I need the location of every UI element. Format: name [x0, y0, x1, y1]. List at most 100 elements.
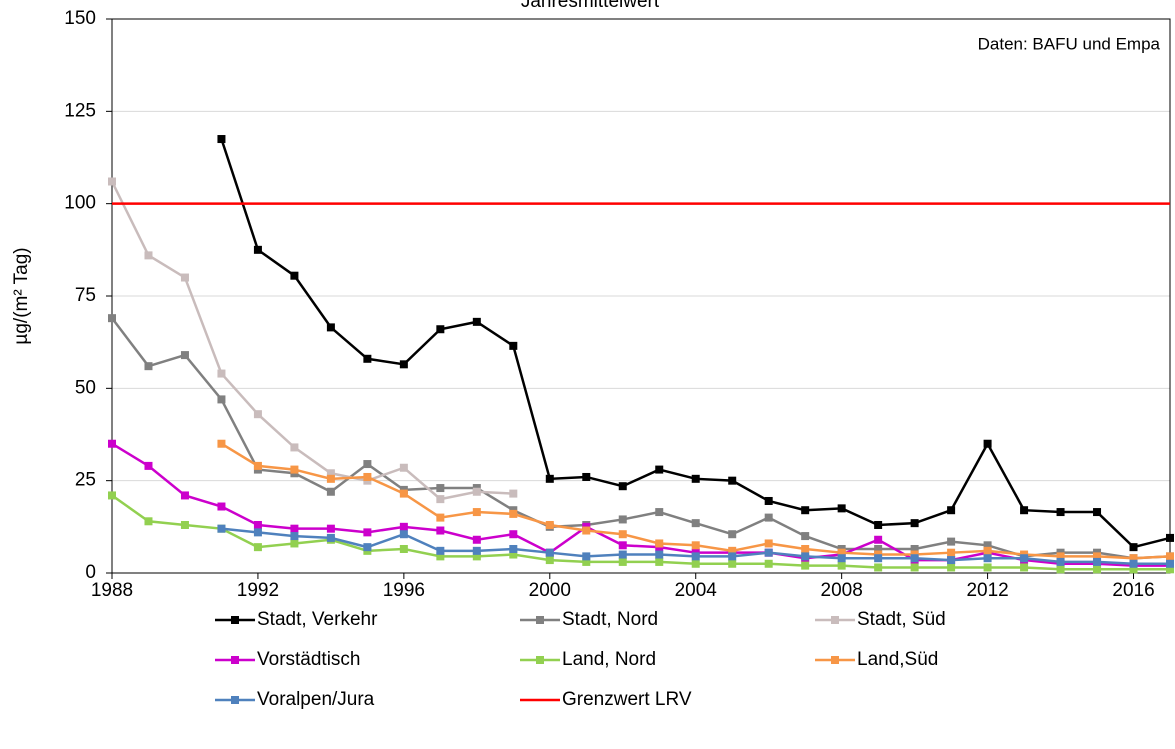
point [1093, 508, 1102, 517]
point [290, 524, 299, 533]
legend-marker [536, 656, 544, 664]
point [983, 563, 992, 572]
point [217, 369, 226, 378]
point [217, 524, 226, 533]
x-tick-label: 2004 [675, 580, 718, 601]
point [436, 552, 445, 561]
point [874, 544, 883, 553]
point [801, 506, 810, 515]
legend-label: Land, Nord [562, 649, 656, 670]
y-axis-label: µg/(m² Tag) [11, 247, 32, 344]
point [144, 251, 153, 260]
point [253, 520, 262, 529]
plot-frame [111, 18, 1171, 574]
point [1166, 559, 1174, 568]
point [545, 548, 554, 557]
point [436, 513, 445, 522]
series-line [111, 442, 1170, 567]
x-tick-label: 1996 [383, 580, 425, 601]
point [180, 520, 189, 529]
annotation: Daten: BAFU und Empa [978, 34, 1161, 53]
point [399, 463, 408, 472]
point [801, 552, 810, 561]
legend-marker [231, 696, 239, 704]
point [326, 533, 335, 542]
point [655, 508, 664, 517]
legend-label: Stadt, Verkehr [257, 609, 378, 630]
point [399, 360, 408, 369]
point [509, 544, 518, 553]
point [472, 552, 481, 561]
point [1129, 543, 1138, 552]
point [691, 559, 700, 568]
point [290, 443, 299, 452]
point [618, 530, 627, 539]
point [253, 245, 262, 254]
point [691, 552, 700, 561]
point [472, 508, 481, 517]
series-line [111, 317, 1171, 560]
point [253, 461, 262, 470]
point [509, 489, 518, 498]
point [399, 544, 408, 553]
point [1056, 565, 1065, 574]
point [837, 504, 846, 513]
point [874, 554, 883, 563]
point [108, 439, 116, 448]
point [290, 532, 299, 541]
point [691, 519, 700, 528]
legend-label: Stadt, Nord [562, 609, 658, 630]
point [1129, 565, 1138, 574]
point [253, 410, 262, 419]
x-tick-label: 2000 [529, 580, 571, 601]
point [582, 472, 591, 481]
point [217, 439, 226, 448]
point [1020, 554, 1029, 563]
point [1093, 565, 1102, 574]
legend-marker [231, 616, 239, 624]
point [728, 546, 737, 555]
point [545, 474, 554, 483]
legend-label: Vorstädtisch [257, 649, 361, 670]
point [910, 563, 919, 572]
point [326, 469, 335, 478]
point [1056, 557, 1065, 566]
legend-label: Grenzwert LRV [562, 689, 692, 710]
point [618, 482, 627, 491]
point [983, 439, 992, 448]
point [180, 491, 189, 500]
point [947, 563, 956, 572]
point [363, 354, 372, 363]
point [1056, 508, 1065, 517]
x-tick-label: 1988 [91, 580, 133, 601]
point [217, 502, 226, 511]
point [1093, 557, 1102, 566]
point [436, 495, 445, 504]
point [253, 543, 262, 552]
point [1129, 554, 1138, 563]
point [1020, 506, 1029, 515]
point [618, 515, 627, 524]
point [399, 522, 408, 531]
point [764, 496, 773, 505]
point [509, 550, 518, 559]
point [472, 317, 481, 326]
point [472, 535, 481, 544]
point [1166, 552, 1174, 561]
point [363, 543, 372, 552]
point [837, 548, 846, 557]
point [180, 351, 189, 360]
legend-marker [831, 616, 839, 624]
point [618, 541, 627, 550]
point [1093, 552, 1102, 561]
x-tick-label: 2008 [821, 580, 863, 601]
y-tick-label: 100 [64, 193, 96, 214]
point [363, 460, 372, 469]
point [728, 530, 737, 539]
point [399, 530, 408, 539]
point [290, 539, 299, 548]
y-tick-label: 50 [75, 377, 96, 398]
point [764, 559, 773, 568]
point [910, 519, 919, 528]
